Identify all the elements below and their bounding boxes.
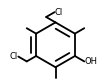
Text: OH: OH xyxy=(85,57,98,66)
Text: Cl: Cl xyxy=(10,52,18,61)
Text: Cl: Cl xyxy=(55,8,63,17)
